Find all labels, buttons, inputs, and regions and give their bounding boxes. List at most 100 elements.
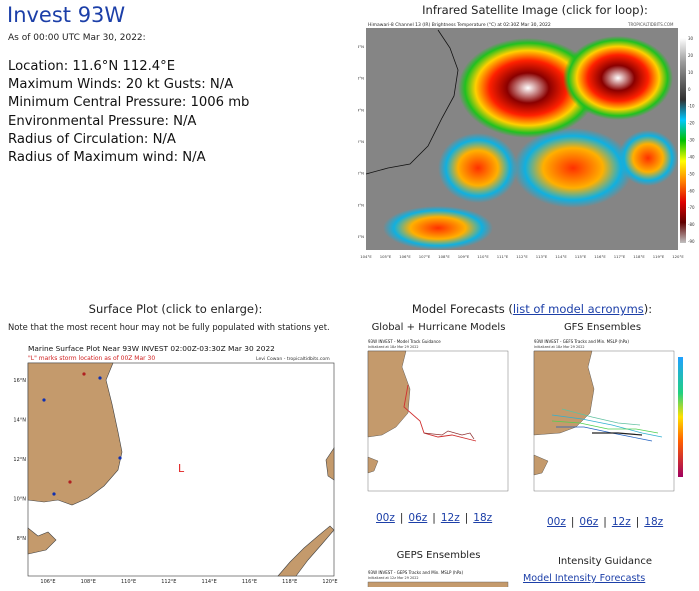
surface-map[interactable]: Marine Surface Plot Near 93W INVEST 02:0… [8,340,346,587]
global-run-00z[interactable]: 00z [376,512,395,524]
intensity-guidance-heading: Intensity Guidance [557,556,653,567]
satellite-colorbar-tick: -40 [688,154,695,159]
global-models-map[interactable]: 93W INVEST - Model Track Guidance Initia… [366,337,511,497]
satellite-colorbar-tick: -90 [688,239,695,244]
surface-lon-tick: 108°E [81,579,96,585]
satellite-colorbar-tick: -10 [688,104,695,109]
surface-lat-tick: 10°N [13,497,26,503]
gefs-plot-title: 93W INVEST - GEFS Tracks and Min. MSLP (… [534,339,629,344]
as-of-timestamp: As of 00:00 UTC Mar 30, 2022: [8,33,146,43]
geps-map[interactable]: 93W INVEST - GEPS Tracks and Min. MSLP (… [366,568,511,587]
global-run-06z[interactable]: 06z [408,512,428,524]
satellite-lon-tick: 113°E [536,254,548,259]
satellite-colorbar-tick: -20 [688,121,695,126]
satellite-lon-tick: 111°E [497,254,509,259]
satellite-colorbar-tick: -70 [688,205,695,210]
surface-lon-tick: 116°E [242,579,257,585]
satellite-lat-tick: 14°N [358,107,364,112]
storm-stats: Location: 11.6°N 112.4°E Maximum Winds: … [8,58,249,167]
intensity-forecast-link[interactable]: Model Intensity Forecasts [523,573,645,584]
satellite-colorbar-tick: -30 [688,138,695,143]
satellite-lon-tick: 105°E [380,254,392,259]
geps-plot-title: 93W INVEST - GEPS Tracks and Min. MSLP (… [368,570,464,575]
surface-plot[interactable]: Marine Surface Plot Near 93W INVEST 02:0… [8,340,346,587]
global-models-plot[interactable]: 93W INVEST - Model Track Guidance Initia… [366,337,511,497]
storm-location-marker: L [178,462,185,475]
global-plot-sub: Initialized at 18z Mar 29 2022 [368,345,419,349]
run-separator: | [399,512,404,524]
geps-plot-sub: Initialized at 12z Mar 29 2022 [368,576,419,580]
satellite-lat-tick: 8°N [358,202,364,207]
stat-env-pressure: Environmental Pressure: N/A [8,113,197,129]
intensity-forecast-link-text[interactable]: Model Intensity Forecasts [523,573,646,584]
gfs-ensembles-heading: GFS Ensembles [563,322,642,333]
surface-heading[interactable]: Surface Plot (click to enlarge): [88,302,263,316]
global-run-12z[interactable]: 12z [440,512,460,524]
satellite-colorbar-tick: 20 [688,53,694,58]
stat-max-winds: Maximum Winds: 20 kt Gusts: N/A [8,77,234,93]
satellite-lon-tick: 116°E [594,254,606,259]
surface-plot-credit: Levi Cowan - tropicaltidbits.com [256,356,330,362]
satellite-lon-tick: 107°E [419,254,431,259]
surface-plot-subtitle: "L" marks storm location as of 00Z Mar 3… [28,355,155,362]
satellite-colorbar-tick: -60 [688,188,695,193]
run-separator: | [570,516,575,528]
satellite-lat-tick: 18°N [358,44,364,49]
satellite-lon-tick: 104°E [360,254,372,259]
run-separator: | [603,516,607,528]
page-title: Invest 93W [7,3,126,27]
run-separator: | [464,512,469,524]
surface-lon-tick: 120°E [322,579,337,585]
gefs-run-12z[interactable]: 12z [611,516,631,528]
global-models-heading: Global + Hurricane Models [371,322,506,333]
satellite-lat-tick: 6°N [358,234,364,239]
satellite-lat-tick: 16°N [358,76,364,81]
stat-min-pressure: Minimum Central Pressure: 1006 mb [8,95,250,111]
surface-lon-tick: 106°E [40,579,55,585]
gefs-run-18z[interactable]: 18z [644,516,664,528]
satellite-lon-tick: 109°E [458,254,470,259]
satellite-lon-tick: 114°E [555,254,567,259]
run-separator: | [432,512,436,524]
surface-lat-tick: 12°N [13,457,26,463]
gfs-ensembles-map[interactable]: 93W INVEST - GEFS Tracks and Min. MSLP (… [532,337,692,497]
global-run-18z[interactable]: 18z [473,512,493,524]
satellite-ir-map[interactable]: 30 20 10 0 -10 -20 -30 -40 -50 -60 -70 -80 -90 Himaw… [358,18,699,264]
satellite-colorbar-tick: 30 [688,36,694,41]
gefs-run-06z[interactable]: 06z [579,516,599,528]
stat-radius-circulation: Radius of Circulation: N/A [8,131,176,147]
gfs-ensembles-plot[interactable]: 93W INVEST - GEFS Tracks and Min. MSLP (… [532,337,692,497]
gefs-run-00z[interactable]: 00z [547,516,566,528]
surface-lat-tick: 16°N [13,378,26,384]
satellite-lat-tick: 10°N [358,171,364,176]
satellite-image[interactable]: 30 20 10 0 -10 -20 -30 -40 -50 -60 -70 -80 -90 Himaw… [358,18,699,264]
stat-radius-max-wind: Radius of Maximum wind: N/A [8,150,206,166]
satellite-credit: TROPICALTIDBITS.COM [627,22,674,27]
surface-lon-tick: 112°E [161,579,176,585]
satellite-lon-tick: 106°E [399,254,411,259]
model-forecasts-suffix: ): [643,302,653,316]
satellite-lon-tick: 118°E [633,254,645,259]
satellite-colorbar-tick: 0 [688,87,691,92]
satellite-lat-tick: 12°N [358,139,364,144]
surface-plot-title: Marine Surface Plot Near 93W INVEST 02:0… [28,344,275,353]
surface-lon-tick: 110°E [121,579,136,585]
surface-lat-tick: 14°N [13,418,26,424]
surface-lon-tick: 118°E [282,579,297,585]
satellite-lon-tick: 119°E [653,254,665,259]
satellite-colorbar-tick: -50 [688,171,695,176]
stat-location: Location: 11.6°N 112.4°E [8,59,176,74]
satellite-lon-tick: 110°E [477,254,489,259]
surface-lat-tick: 8°N [17,536,27,542]
satellite-colorbar-tick: -80 [688,222,695,227]
satellite-lon-tick: 117°E [614,254,626,259]
satellite-caption: Himawari-8 Channel 13 (IR) Brightness Te… [368,22,551,28]
satellite-colorbar-tick: 10 [688,70,694,75]
satellite-heading[interactable]: Infrared Satellite Image (click for loop… [422,3,648,17]
model-acronyms-link[interactable]: list of model acronyms [512,302,644,316]
geps-plot[interactable]: 93W INVEST - GEPS Tracks and Min. MSLP (… [366,568,511,587]
satellite-lon-tick: 112°E [516,254,528,259]
satellite-lon-tick: 115°E [575,254,587,259]
global-run-links: 00z | 06z | 12z | 18z [376,512,492,524]
model-forecasts-heading: Model Forecasts (list of model acronyms)… [365,302,699,316]
